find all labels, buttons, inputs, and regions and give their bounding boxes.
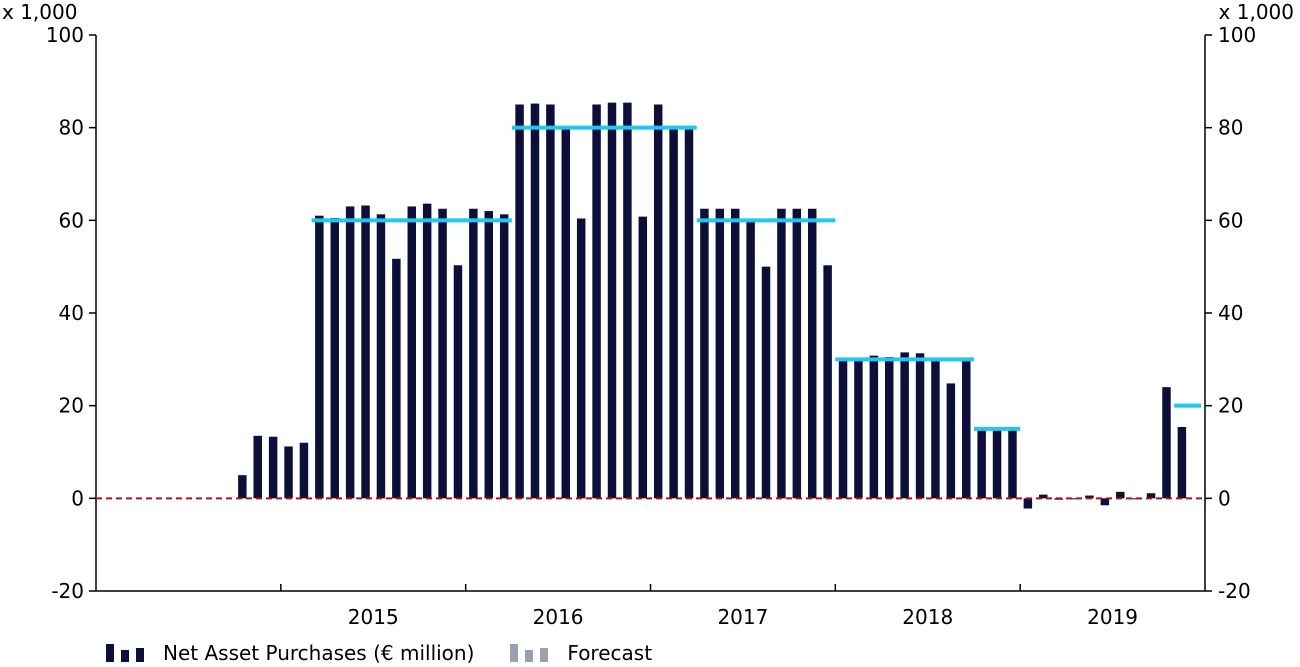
bar	[854, 360, 863, 499]
bar	[361, 205, 370, 499]
bar	[1146, 493, 1156, 499]
bar	[761, 266, 771, 499]
x-tick-label: 2016	[533, 605, 584, 629]
legend-item-net-asset-purchases: Net Asset Purchases (€ million)	[106, 641, 474, 665]
bar	[438, 208, 447, 499]
bar	[869, 355, 879, 499]
bar	[376, 214, 386, 499]
bar	[592, 104, 601, 499]
bar	[700, 208, 709, 499]
y-axis-unit-right: x 1,000	[1218, 0, 1294, 24]
y-axis-unit-left: x 1,000	[2, 0, 78, 24]
y-tick-label-right: 80	[1218, 116, 1243, 140]
bar	[499, 214, 509, 499]
legend-item-forecast: Forecast	[510, 641, 652, 665]
y-tick-label-left: 0	[71, 486, 84, 510]
bar	[546, 104, 555, 499]
bar	[268, 436, 278, 499]
y-tick-label-right: 40	[1218, 301, 1243, 325]
y-tick-label-left: 40	[59, 301, 84, 325]
bar	[484, 211, 494, 499]
bar	[715, 208, 725, 499]
bar	[1039, 494, 1048, 499]
x-tick-label: 2015	[348, 605, 399, 629]
bar	[238, 475, 247, 499]
bar	[453, 265, 463, 499]
y-tick-label-right: 60	[1218, 208, 1243, 232]
bar	[653, 104, 663, 499]
bar	[823, 265, 832, 499]
bar	[315, 215, 324, 499]
bar	[1131, 498, 1140, 500]
bar-chart: -20 -20 0 0 20 20 40 40 60 60 80 80 100 100 2015 2016 20…	[46, 23, 1256, 629]
bar	[638, 216, 648, 499]
y-tick-label-left: 100	[46, 23, 84, 47]
y-tick-label-left: 60	[59, 208, 84, 232]
legend-label-forecast: Forecast	[567, 641, 653, 665]
legend-swatch-forecast	[510, 644, 555, 662]
bar	[530, 103, 540, 499]
y-tick-label-right: -20	[1218, 579, 1251, 603]
bar	[515, 104, 524, 499]
bar	[284, 446, 293, 499]
bar	[299, 442, 309, 499]
legend: Net Asset Purchases (€ million) Forecast	[106, 640, 688, 666]
x-tick-label: 2018	[902, 605, 953, 629]
y-tick-label-right: 20	[1218, 394, 1243, 418]
bar	[992, 427, 1002, 499]
bar	[1177, 426, 1187, 499]
bar	[885, 357, 894, 499]
x-tick-label: 2019	[1087, 605, 1138, 629]
bar	[838, 357, 848, 499]
bar	[1100, 498, 1110, 506]
bar	[330, 218, 339, 499]
bar	[931, 361, 940, 499]
bar	[684, 125, 694, 499]
bar	[607, 102, 617, 499]
bar	[561, 127, 571, 499]
y-tick-label-left: 80	[59, 116, 84, 140]
bar	[345, 206, 355, 499]
bar	[1116, 491, 1125, 499]
y-tick-label-left: 20	[59, 394, 84, 418]
y-tick-label-right: 100	[1218, 23, 1256, 47]
bar	[962, 360, 971, 499]
bar	[900, 352, 909, 499]
bar	[807, 208, 817, 499]
legend-label-net-asset-purchases: Net Asset Purchases (€ million)	[163, 641, 475, 665]
bar	[1023, 498, 1033, 509]
bar	[422, 203, 432, 499]
bar	[253, 435, 262, 499]
bar	[576, 218, 586, 499]
bar	[730, 208, 740, 499]
bar	[977, 427, 986, 499]
legend-swatch-bars	[106, 644, 151, 662]
y-tick-label-left: -20	[51, 579, 84, 603]
bar	[792, 208, 802, 499]
bar	[392, 258, 401, 499]
bar	[746, 220, 755, 499]
x-tick-label: 2017	[717, 605, 768, 629]
bar	[777, 208, 786, 499]
y-tick-label-right: 0	[1218, 486, 1231, 510]
bar	[946, 383, 956, 499]
bar	[1085, 495, 1094, 499]
bar	[407, 206, 416, 499]
bar	[669, 125, 678, 499]
bar	[1069, 498, 1079, 500]
bar	[1008, 427, 1017, 499]
bar	[915, 353, 925, 499]
bar	[1162, 387, 1171, 499]
bar	[469, 208, 478, 499]
bar	[623, 102, 632, 499]
